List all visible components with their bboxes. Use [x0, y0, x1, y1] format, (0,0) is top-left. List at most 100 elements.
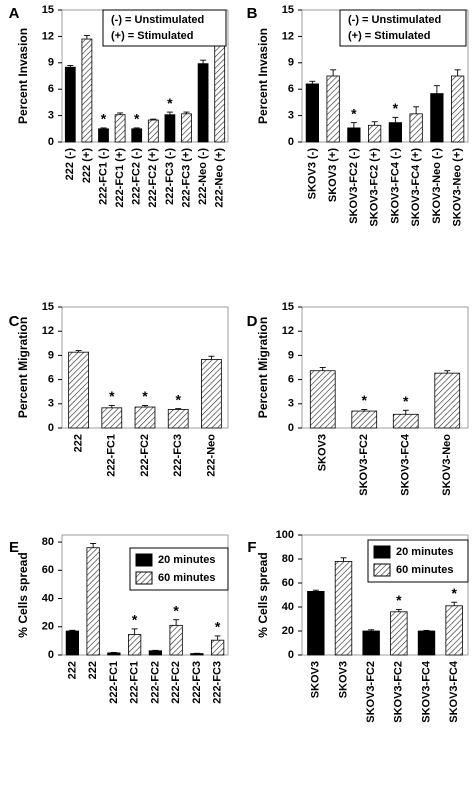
y-tick-label: 15	[42, 301, 54, 313]
bar	[417, 630, 436, 656]
x-tick-label: SKOV3-FC2	[393, 661, 405, 723]
significance-marker: *	[351, 105, 357, 121]
y-axis-title: Percent Invasion	[256, 28, 270, 124]
bar	[197, 63, 209, 143]
x-tick-label: SKOV3-FC4	[400, 433, 412, 496]
x-tick-label: 222-FC3 (+)	[180, 148, 192, 208]
bar	[390, 611, 408, 656]
y-tick-label: 9	[288, 349, 294, 361]
y-tick-label: 0	[288, 136, 294, 148]
bar	[134, 406, 156, 429]
x-tick-label: SKOV3-FC2	[358, 434, 370, 496]
y-tick-label: 0	[48, 136, 54, 148]
x-tick-label: 222-FC2 (-)	[131, 148, 143, 205]
significance-marker: *	[362, 392, 368, 408]
y-tick-label: 40	[282, 601, 294, 613]
y-axis-title: % Cells spread	[16, 552, 30, 637]
y-tick-label: 6	[288, 374, 294, 386]
bar	[210, 639, 225, 656]
y-tick-label: 9	[288, 57, 294, 69]
x-tick-label: SKOV3-Neo (-)	[431, 148, 443, 224]
x-tick-label: 222	[87, 661, 99, 679]
bar	[86, 547, 100, 656]
bar	[434, 372, 461, 429]
significance-marker: *	[393, 100, 399, 116]
bar	[326, 75, 340, 143]
x-tick-label: 222 (-)	[64, 148, 76, 181]
x-tick-label: 222-FC3	[191, 661, 203, 704]
y-tick-label: 20	[42, 621, 54, 633]
legend-text: 60 minutes	[396, 564, 453, 576]
panel-label: F	[247, 539, 256, 556]
bar	[181, 113, 192, 143]
x-tick-label: 222-FC1	[108, 661, 120, 704]
x-tick-label: 222	[73, 434, 85, 452]
x-tick-label: SKOV3-FC4	[448, 660, 460, 723]
bar	[362, 630, 380, 656]
bar	[65, 630, 80, 656]
y-tick-label: 60	[42, 564, 54, 576]
y-tick-label: 80	[282, 553, 294, 565]
y-tick-label: 6	[288, 83, 294, 95]
y-tick-label: 60	[282, 577, 294, 589]
x-tick-label: SKOV3-Neo	[441, 434, 453, 496]
y-tick-label: 12	[42, 30, 54, 42]
bar	[169, 624, 183, 656]
x-tick-label: 222-Neo (+)	[214, 148, 226, 208]
legend-text: 60 minutes	[158, 572, 215, 584]
panel-label: A	[9, 5, 20, 22]
legend-text: (-) = Unstimulated	[111, 14, 204, 26]
y-tick-label: 15	[42, 4, 54, 16]
y-tick-label: 3	[48, 110, 54, 122]
legend-text: (+) = Stimulated	[111, 30, 194, 42]
bar	[450, 75, 465, 143]
x-tick-label: SKOV3-FC2	[365, 661, 377, 723]
bar	[305, 83, 319, 143]
x-tick-label: SKOV3-FC4	[420, 660, 432, 723]
bar	[430, 93, 444, 143]
x-tick-label: 222-Neo	[205, 434, 217, 477]
x-tick-label: 222-FC2	[149, 661, 161, 704]
significance-marker: *	[403, 393, 409, 409]
y-tick-label: 6	[48, 83, 54, 95]
bar	[309, 370, 336, 429]
legend-swatch	[135, 571, 153, 585]
legend-text: 20 minutes	[158, 554, 215, 566]
bar	[164, 114, 176, 143]
panel-label: D	[247, 313, 258, 330]
bar	[351, 410, 378, 429]
legend-box	[102, 9, 227, 47]
y-tick-label: 12	[282, 30, 294, 42]
x-tick-label: SKOV3	[317, 434, 329, 471]
significance-marker: *	[132, 612, 138, 628]
x-tick-label: 222-Neo (-)	[197, 148, 209, 205]
x-tick-label: SKOV3-FC2 (-)	[348, 148, 360, 224]
legend-text: 20 minutes	[396, 546, 453, 558]
bar	[147, 119, 159, 143]
x-tick-label: 222-FC3	[212, 661, 224, 704]
x-tick-label: 222-FC1	[129, 661, 141, 704]
y-tick-label: 3	[48, 398, 54, 410]
bar	[64, 66, 76, 143]
x-tick-label: 222-FC1 (+)	[114, 148, 126, 208]
x-tick-label: 222 (+)	[81, 148, 93, 183]
legend-swatch	[373, 545, 391, 559]
bar	[114, 114, 126, 143]
y-tick-label: 15	[282, 4, 294, 16]
x-tick-label: SKOV3-FC4 (+)	[410, 148, 422, 227]
bar	[127, 634, 142, 656]
y-tick-label: 3	[288, 398, 294, 410]
legend-swatch	[135, 553, 153, 567]
x-tick-label: SKOV3-FC2 (+)	[369, 148, 381, 227]
x-tick-label: SKOV3-Neo (+)	[452, 148, 464, 227]
significance-marker: *	[134, 111, 140, 127]
bar	[68, 351, 89, 429]
x-tick-label: 222	[66, 661, 78, 679]
panel-label: E	[9, 539, 19, 556]
bar	[98, 128, 109, 143]
y-tick-label: 20	[282, 625, 294, 637]
x-tick-label: 222-FC3	[172, 434, 184, 477]
x-tick-label: 222-FC3 (-)	[164, 148, 176, 205]
y-tick-label: 9	[48, 57, 54, 69]
